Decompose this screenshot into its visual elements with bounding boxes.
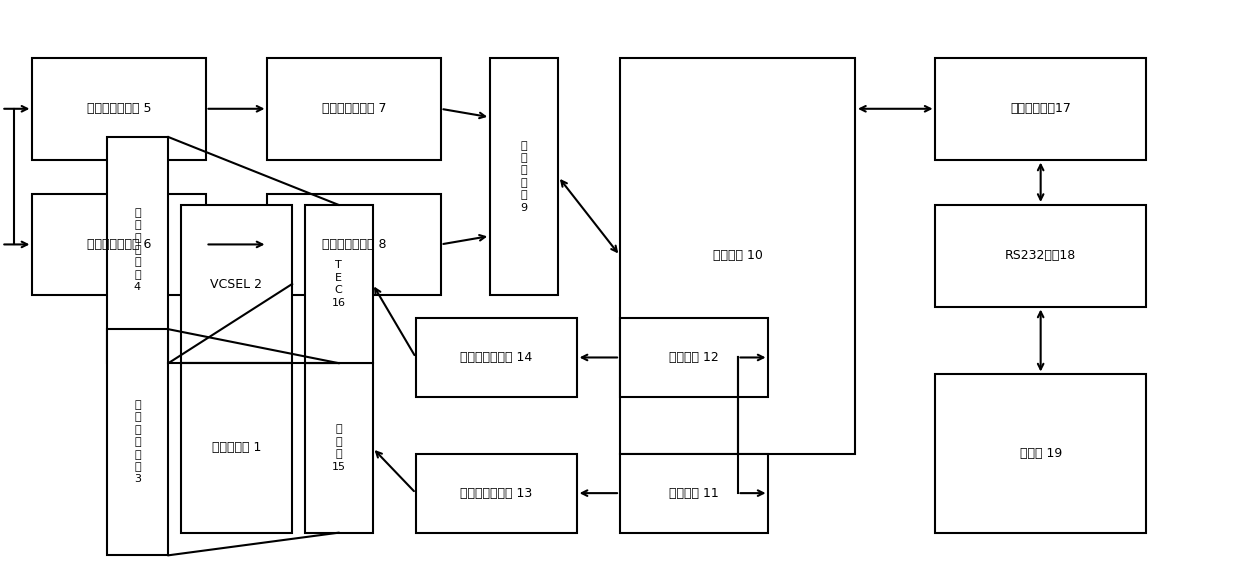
FancyBboxPatch shape (181, 363, 293, 533)
Text: 电平转换模块17: 电平转换模块17 (1011, 102, 1071, 115)
Text: VCSEL 2: VCSEL 2 (211, 278, 263, 290)
Text: 第二惠斯通电桥 6: 第二惠斯通电桥 6 (87, 238, 151, 251)
FancyBboxPatch shape (32, 194, 206, 295)
FancyBboxPatch shape (620, 58, 856, 454)
Text: 第二低通滤波器 14: 第二低通滤波器 14 (460, 351, 532, 364)
FancyBboxPatch shape (620, 318, 769, 397)
Text: T
E
C
16: T E C 16 (331, 260, 346, 308)
Text: 第一仪表放大器 7: 第一仪表放大器 7 (321, 102, 386, 115)
Text: 第二开关 12: 第二开关 12 (670, 351, 719, 364)
Text: 第一低通滤波器 13: 第一低通滤波器 13 (460, 487, 532, 500)
FancyBboxPatch shape (107, 329, 169, 556)
FancyBboxPatch shape (415, 454, 577, 533)
FancyBboxPatch shape (935, 58, 1146, 160)
FancyBboxPatch shape (268, 58, 440, 160)
FancyBboxPatch shape (305, 363, 372, 533)
FancyBboxPatch shape (415, 318, 577, 397)
Text: 微控制器 10: 微控制器 10 (713, 249, 763, 262)
Text: 第
二
热
敏
电
阻
4: 第 二 热 敏 电 阻 4 (134, 208, 141, 293)
FancyBboxPatch shape (935, 374, 1146, 533)
Text: 加
热
丝
15: 加 热 丝 15 (331, 424, 346, 471)
FancyBboxPatch shape (305, 205, 372, 363)
FancyBboxPatch shape (181, 205, 293, 363)
Text: RS232接口18: RS232接口18 (1006, 249, 1076, 262)
Text: 模
数
转
换
器
9: 模 数 转 换 器 9 (521, 141, 528, 212)
Text: 原子蒸汽泡 1: 原子蒸汽泡 1 (212, 441, 262, 454)
FancyBboxPatch shape (490, 58, 558, 295)
Text: 第
一
热
敏
电
阻
3: 第 一 热 敏 电 阻 3 (134, 400, 141, 485)
FancyBboxPatch shape (620, 454, 769, 533)
Text: 第二仪表放大器 8: 第二仪表放大器 8 (321, 238, 386, 251)
Text: 上位机 19: 上位机 19 (1019, 447, 1061, 460)
FancyBboxPatch shape (268, 194, 440, 295)
Text: 第一惠斯通电桥 5: 第一惠斯通电桥 5 (87, 102, 151, 115)
Text: 第一开关 11: 第一开关 11 (670, 487, 719, 500)
FancyBboxPatch shape (107, 137, 169, 363)
FancyBboxPatch shape (32, 58, 206, 160)
FancyBboxPatch shape (935, 205, 1146, 307)
